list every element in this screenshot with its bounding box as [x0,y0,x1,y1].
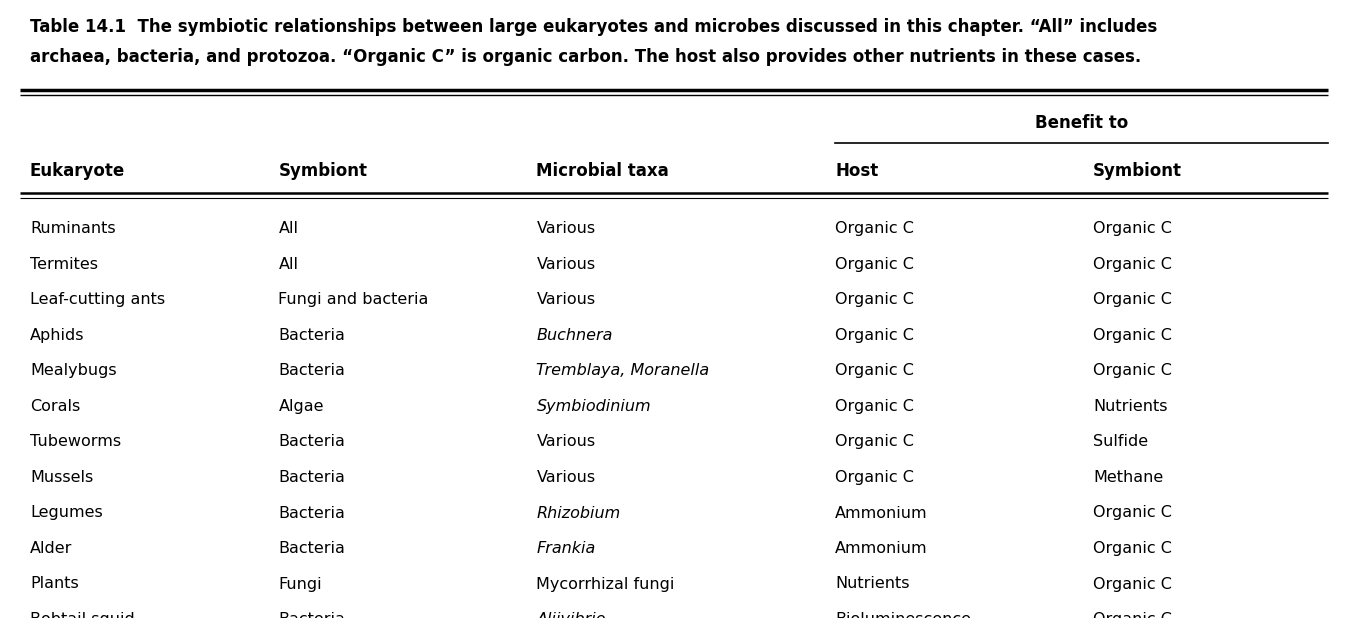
Text: Legumes: Legumes [30,506,103,520]
Text: Organic C: Organic C [835,399,914,414]
Text: Bacteria: Bacteria [278,506,345,520]
Text: Termites: Termites [30,257,98,272]
Text: Aliivibrio: Aliivibrio [536,612,606,618]
Text: Organic C: Organic C [835,328,914,343]
Text: Bacteria: Bacteria [278,470,345,485]
Text: Tremblaya, Moranella: Tremblaya, Moranella [536,363,709,378]
Text: Organic C: Organic C [1093,577,1172,591]
Text: Various: Various [536,221,596,237]
Text: Organic C: Organic C [1093,292,1172,308]
Text: Organic C: Organic C [1093,541,1172,556]
Text: Various: Various [536,470,596,485]
Text: Organic C: Organic C [1093,506,1172,520]
Text: Bacteria: Bacteria [278,363,345,378]
Text: Bobtail squid: Bobtail squid [30,612,134,618]
Text: Bacteria: Bacteria [278,612,345,618]
Text: Nutrients: Nutrients [1093,399,1168,414]
Text: Plants: Plants [30,577,79,591]
Text: Host: Host [835,163,879,180]
Text: Aphids: Aphids [30,328,84,343]
Text: Bacteria: Bacteria [278,434,345,449]
Text: Bacteria: Bacteria [278,541,345,556]
Text: Organic C: Organic C [1093,363,1172,378]
Text: Buchnera: Buchnera [536,328,612,343]
Text: Mealybugs: Mealybugs [30,363,117,378]
Text: Organic C: Organic C [835,221,914,237]
Text: Organic C: Organic C [1093,257,1172,272]
Text: Algae: Algae [278,399,325,414]
Text: Alder: Alder [30,541,72,556]
Text: Various: Various [536,257,596,272]
Text: Various: Various [536,292,596,308]
Text: Bacteria: Bacteria [278,328,345,343]
Text: Benefit to: Benefit to [1035,114,1128,132]
Text: archaea, bacteria, and protozoa. “Organic C” is organic carbon. The host also pr: archaea, bacteria, and protozoa. “Organi… [30,48,1141,66]
Text: Ammonium: Ammonium [835,541,928,556]
Text: Symbiont: Symbiont [278,163,368,180]
Text: Organic C: Organic C [835,257,914,272]
Text: Organic C: Organic C [835,434,914,449]
Text: Symbiodinium: Symbiodinium [536,399,650,414]
Text: Table 14.1  The symbiotic relationships between large eukaryotes and microbes di: Table 14.1 The symbiotic relationships b… [30,18,1157,36]
Text: All: All [278,221,299,237]
Text: Fungi: Fungi [278,577,322,591]
Text: Organic C: Organic C [1093,328,1172,343]
Text: Rhizobium: Rhizobium [536,506,621,520]
Text: Organic C: Organic C [1093,221,1172,237]
Text: Ammonium: Ammonium [835,506,928,520]
Text: Organic C: Organic C [835,363,914,378]
Text: Organic C: Organic C [1093,612,1172,618]
Text: Leaf-cutting ants: Leaf-cutting ants [30,292,166,308]
Text: Organic C: Organic C [835,292,914,308]
Text: Mussels: Mussels [30,470,94,485]
Text: Corals: Corals [30,399,80,414]
Text: Bioluminescence: Bioluminescence [835,612,971,618]
Text: Microbial taxa: Microbial taxa [536,163,669,180]
Text: Nutrients: Nutrients [835,577,910,591]
Text: Mycorrhizal fungi: Mycorrhizal fungi [536,577,675,591]
Text: Ruminants: Ruminants [30,221,115,237]
Text: Fungi and bacteria: Fungi and bacteria [278,292,429,308]
Text: Sulfide: Sulfide [1093,434,1149,449]
Text: Methane: Methane [1093,470,1164,485]
Text: Symbiont: Symbiont [1093,163,1183,180]
Text: Eukaryote: Eukaryote [30,163,125,180]
Text: Organic C: Organic C [835,470,914,485]
Text: All: All [278,257,299,272]
Text: Frankia: Frankia [536,541,596,556]
Text: Various: Various [536,434,596,449]
Text: Tubeworms: Tubeworms [30,434,121,449]
